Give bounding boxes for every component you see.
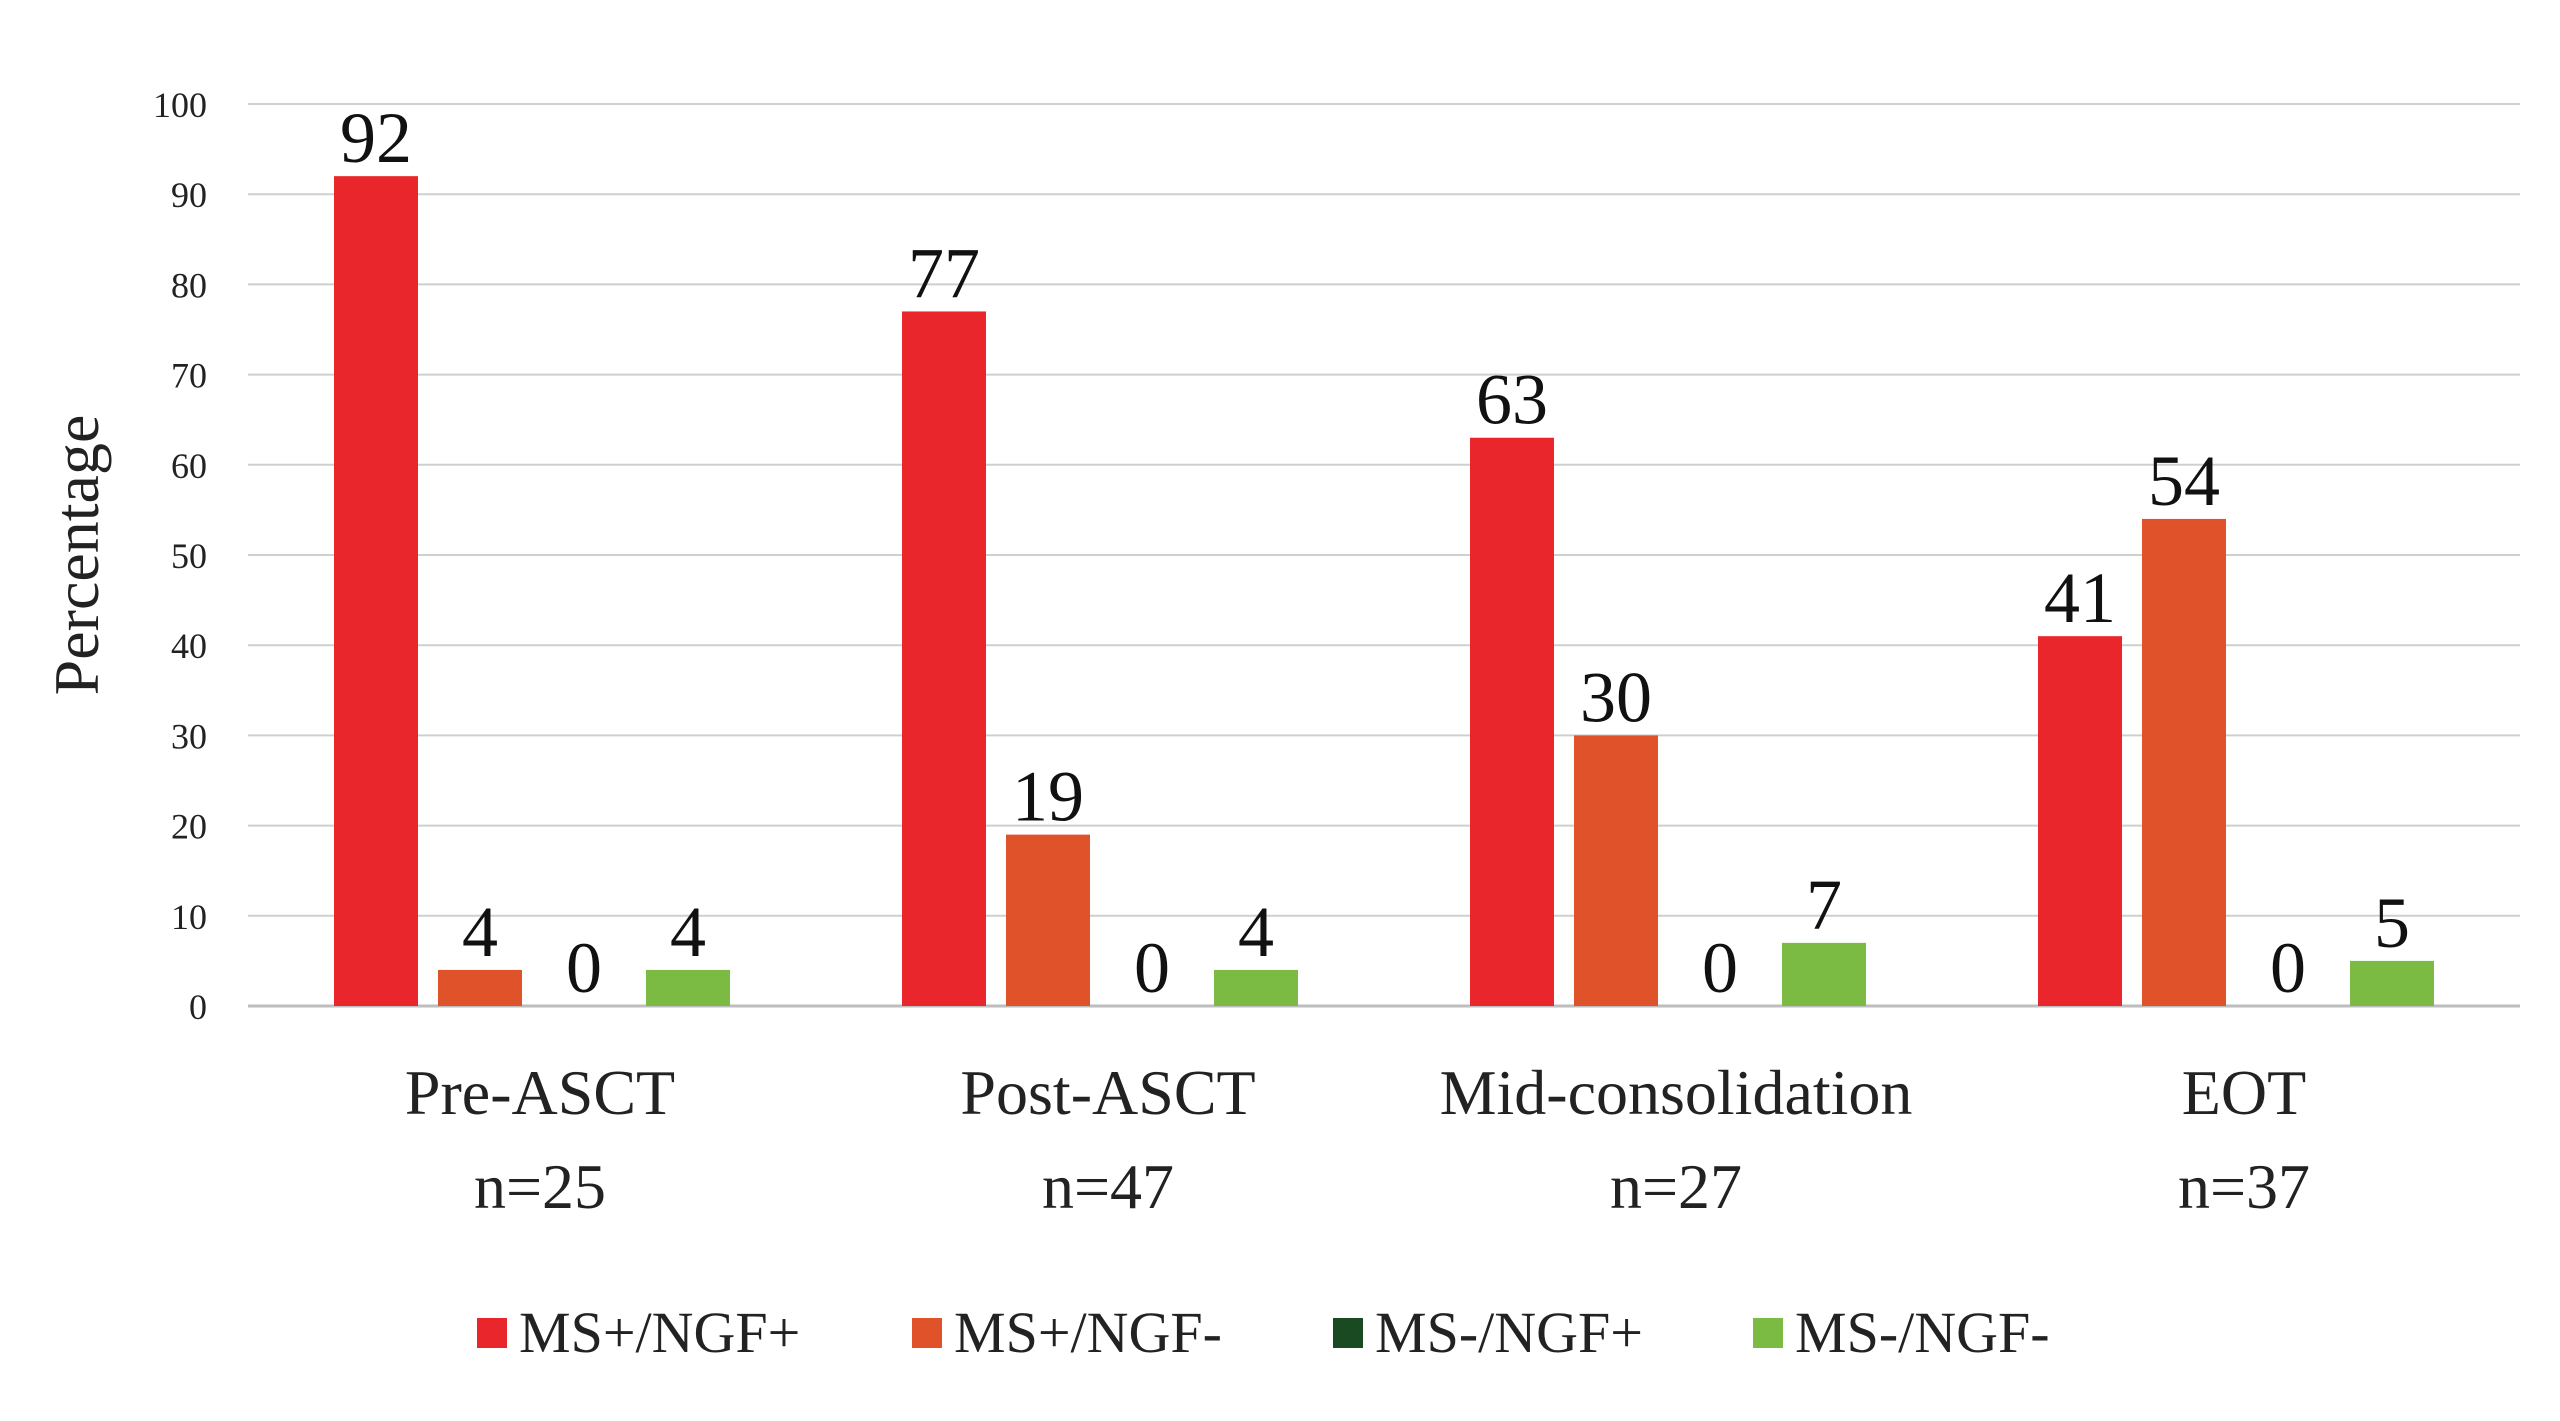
data-label: 19 (1012, 757, 1084, 837)
bar-ms-ngf-2 (902, 311, 986, 1007)
bar-ms-ngf-3 (1574, 735, 1658, 1006)
y-tick-label: 40 (171, 626, 207, 666)
y-tick-label: 100 (153, 85, 207, 125)
legend-swatch (477, 1318, 507, 1348)
category-label: Pre-ASCT (405, 1057, 675, 1128)
category-count-label: n=27 (1610, 1151, 1742, 1222)
category-labels: Pre-ASCT n=25 Post-ASCT n=47 Mid-consolidati… (405, 1057, 2310, 1222)
data-label: 0 (1702, 928, 1738, 1008)
bar-ms-ngf-1 (438, 969, 522, 1006)
legend-label: MS-/NGF+ (1375, 1300, 1643, 1365)
data-label: 4 (670, 892, 706, 972)
legend-label: MS+/NGF- (954, 1300, 1222, 1365)
data-label: 5 (2374, 883, 2410, 963)
bar-ms-ngf-3 (1470, 437, 1554, 1006)
legend-label: MS-/NGF- (1795, 1300, 2050, 1365)
y-axis-ticks: 0 10 20 30 40 50 60 70 80 90 100 (153, 85, 207, 1027)
category-label: EOT (2182, 1057, 2306, 1128)
y-tick-label: 80 (171, 265, 207, 305)
bar-ms-ngf-4 (2350, 960, 2434, 1006)
bar-ms-ngf-3 (1782, 942, 1866, 1006)
data-label: 0 (1134, 928, 1170, 1008)
y-tick-label: 70 (171, 356, 207, 396)
y-tick-label: 90 (171, 175, 207, 215)
y-tick-label: 0 (189, 987, 207, 1027)
bar-ms-ngf-2 (1214, 969, 1298, 1006)
bars (334, 176, 2434, 1007)
data-label: 41 (2044, 558, 2116, 638)
legend-swatch (1333, 1318, 1363, 1348)
y-tick-label: 20 (171, 807, 207, 847)
data-label: 7 (1806, 865, 1842, 945)
data-label: 63 (1476, 360, 1548, 440)
y-tick-label: 50 (171, 536, 207, 576)
category-count-label: n=47 (1042, 1151, 1174, 1222)
data-label: 0 (2270, 928, 2306, 1008)
category-label: Mid-consolidation (1440, 1057, 1913, 1128)
legend-swatch (912, 1318, 942, 1348)
category-count-label: n=37 (2178, 1151, 2310, 1222)
category-label: Post-ASCT (960, 1057, 1255, 1128)
legend-label: MS+/NGF+ (519, 1300, 800, 1365)
data-label: 4 (1238, 892, 1274, 972)
legend: MS+/NGF+ MS+/NGF- MS-/NGF+ MS-/NGF- (477, 1300, 2050, 1365)
gridlines (248, 103, 2520, 1008)
bar-ms-ngf-2 (1006, 834, 1090, 1006)
data-label: 77 (908, 233, 980, 313)
bar-ms-ngf-1 (334, 176, 418, 1006)
y-tick-label: 30 (171, 716, 207, 756)
bar-ms-ngf-4 (2142, 518, 2226, 1006)
bar-ms-ngf-1 (646, 969, 730, 1006)
y-axis-title: Percentage (41, 415, 112, 696)
y-tick-label: 60 (171, 446, 207, 486)
data-label: 92 (340, 98, 412, 178)
data-label: 54 (2148, 441, 2220, 521)
legend-swatch (1753, 1318, 1783, 1348)
category-count-label: n=25 (474, 1151, 606, 1222)
data-label: 4 (462, 892, 498, 972)
y-tick-label: 10 (171, 897, 207, 937)
data-label: 0 (566, 928, 602, 1008)
data-label: 30 (1580, 657, 1652, 737)
bar-ms-ngf-4 (2038, 636, 2122, 1006)
